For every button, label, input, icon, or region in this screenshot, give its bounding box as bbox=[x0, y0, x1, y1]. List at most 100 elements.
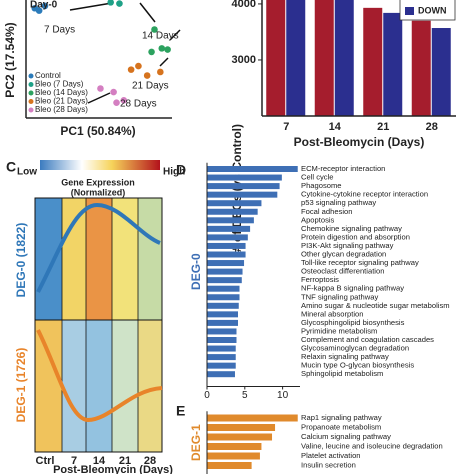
row-group-label: DEG-0 (1822) bbox=[14, 223, 28, 298]
bars bbox=[266, 0, 451, 116]
category-label: p53 signaling pathway bbox=[301, 198, 376, 207]
point bbox=[164, 46, 171, 53]
category-label: Other glycan degradation bbox=[301, 250, 386, 259]
bar bbox=[207, 200, 262, 207]
category-label: Platelet activation bbox=[301, 451, 361, 460]
bar bbox=[207, 242, 246, 249]
heatmap-cell bbox=[86, 198, 112, 320]
bar bbox=[207, 311, 238, 318]
legend-swatch bbox=[405, 7, 414, 15]
bar bbox=[207, 251, 246, 258]
category-label: Amino sugar & nucleotide sugar metabolis… bbox=[301, 301, 450, 310]
x-tick-label: 7 bbox=[71, 455, 77, 467]
heatmap-cell bbox=[138, 198, 162, 320]
category-label: Cytokine-cytokine receptor interaction bbox=[301, 190, 428, 199]
bar bbox=[207, 234, 248, 241]
bar bbox=[207, 285, 240, 292]
annotation: 28 Days bbox=[120, 99, 157, 110]
heatmap-cell bbox=[35, 320, 62, 452]
x-tick-label: 14 bbox=[329, 121, 342, 133]
heatmap-cell bbox=[35, 198, 62, 320]
legend-label: Bleo (14 Days) bbox=[35, 88, 88, 97]
bar bbox=[207, 319, 238, 326]
point bbox=[148, 48, 155, 56]
point bbox=[127, 66, 135, 73]
legend-swatch bbox=[28, 82, 34, 87]
bar bbox=[383, 12, 403, 116]
category-label: Protein digestion and absorption bbox=[301, 232, 410, 241]
colorbar-title: Gene Expression bbox=[61, 177, 135, 187]
x-tick-label: 21 bbox=[119, 455, 131, 467]
bar bbox=[207, 217, 254, 224]
point bbox=[157, 68, 164, 76]
bar bbox=[207, 354, 236, 361]
category-label: NF-kappa B signaling pathway bbox=[301, 284, 404, 293]
x-tick-label: 14 bbox=[93, 455, 106, 467]
bar bbox=[286, 0, 306, 116]
x-tick-label: 7 bbox=[283, 121, 289, 133]
bar bbox=[207, 452, 260, 460]
category-label: Glycosaminoglycan degradation bbox=[301, 344, 409, 353]
category-label: Ferroptosis bbox=[301, 275, 339, 284]
points bbox=[31, 0, 171, 106]
bar bbox=[207, 260, 245, 267]
colorbar-label: Low bbox=[17, 167, 37, 178]
x-tick-label: 21 bbox=[377, 121, 389, 133]
bar bbox=[207, 183, 280, 190]
x-tick-label: 5 bbox=[242, 390, 248, 401]
point bbox=[135, 62, 142, 70]
point bbox=[143, 72, 151, 79]
category-label: Insulin secretion bbox=[301, 461, 356, 470]
point bbox=[97, 85, 104, 92]
group-label: DEG-0 bbox=[189, 253, 203, 290]
category-label: Relaxin signaling pathway bbox=[301, 352, 389, 361]
panel-letter: D bbox=[176, 162, 186, 178]
y-tick-label: 3000 bbox=[232, 54, 256, 66]
x-tick-label: Ctrl bbox=[36, 455, 55, 467]
bar bbox=[363, 7, 383, 116]
legend-label: Bleo (7 Days) bbox=[35, 80, 84, 89]
category-label: Complement and coagulation cascades bbox=[301, 335, 434, 344]
point bbox=[107, 0, 114, 6]
x-axis-label: Post-Bleomycin (Days) bbox=[294, 135, 425, 149]
category-label: Rap1 signaling pathway bbox=[301, 413, 382, 422]
point bbox=[35, 7, 43, 14]
bar bbox=[207, 443, 262, 450]
x-tick-label: 28 bbox=[426, 121, 438, 133]
point bbox=[116, 0, 123, 7]
heatmap-frame bbox=[34, 197, 163, 453]
bar bbox=[207, 328, 237, 335]
category-label: Focal adhesion bbox=[301, 207, 353, 216]
x-axis-label: PC1 (50.84%) bbox=[60, 124, 135, 138]
annotation: Day-0 bbox=[30, 0, 58, 11]
bar bbox=[207, 371, 235, 378]
category-label: Valine, leucine and isoleucine degradati… bbox=[301, 442, 443, 451]
y-tick-label: 4000 bbox=[232, 0, 256, 10]
legend-label: Control bbox=[35, 71, 61, 80]
legend-swatch bbox=[28, 73, 34, 79]
heatmap-cell bbox=[62, 198, 86, 320]
category-label: Phagosome bbox=[301, 181, 342, 190]
bar bbox=[207, 433, 273, 441]
y-axis-label: PC2 (17.54%) bbox=[3, 22, 17, 97]
annotation: 7 Days bbox=[44, 25, 75, 36]
legend-swatch bbox=[28, 107, 34, 113]
category-label: Pyrimidine metabolism bbox=[301, 326, 377, 335]
category-label: PI3K-Akt signaling pathway bbox=[301, 241, 394, 250]
bar bbox=[207, 337, 237, 343]
panel-letter: E bbox=[176, 403, 185, 419]
point bbox=[120, 97, 128, 104]
point bbox=[110, 88, 117, 96]
bar bbox=[314, 0, 334, 116]
heatmap-cell bbox=[62, 320, 86, 452]
annotation: 21 Days bbox=[132, 81, 169, 92]
bar bbox=[207, 277, 242, 284]
x-axis-label: Post-Bleomycin (Days) bbox=[53, 464, 173, 474]
bar bbox=[207, 362, 236, 369]
bar bbox=[431, 28, 451, 116]
bar bbox=[266, 0, 286, 116]
category-label: Cell cycle bbox=[301, 173, 334, 182]
bar bbox=[411, 20, 431, 116]
